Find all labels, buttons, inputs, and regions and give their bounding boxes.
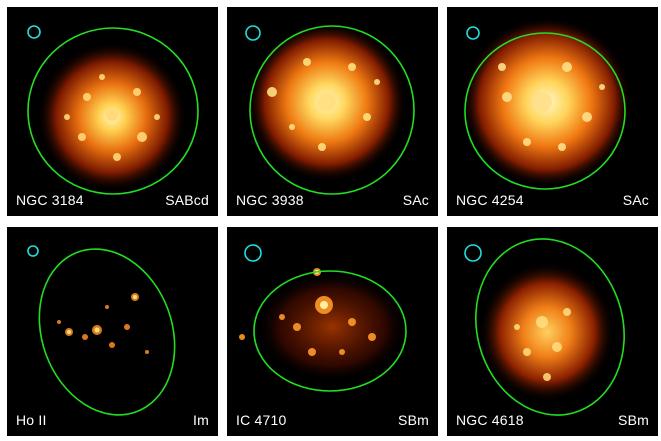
aperture-ellipse (464, 32, 626, 190)
aperture-ellipse (27, 27, 199, 195)
galaxy-panel-ngc-4618: NGC 4618 SBm (447, 227, 658, 436)
galaxy-panel-ngc-3184: NGC 3184 SABcd (7, 7, 218, 216)
beam-circle (244, 244, 262, 262)
galaxy-type: SBm (618, 412, 649, 428)
aperture-ellipse (38, 248, 176, 416)
galaxy-type: SAc (622, 192, 649, 208)
galaxy-type: SABcd (165, 192, 209, 208)
beam-circle (27, 25, 41, 39)
galaxy-panel-ho-ii: Ho II Im (7, 227, 218, 436)
galaxy-panel-ngc-3938: NGC 3938 SAc (227, 7, 438, 216)
galaxy-panel-ic-4710: IC 4710 SBm (227, 227, 438, 436)
galaxy-type: Im (193, 412, 209, 428)
galaxy-image-ic-4710 (239, 244, 407, 392)
galaxy-type: SAc (402, 192, 429, 208)
aperture-ellipse (249, 25, 415, 195)
galaxy-panel-ngc-4254: NGC 4254 SAc (447, 7, 658, 216)
galaxy-name: NGC 3184 (16, 192, 84, 208)
galaxy-name: IC 4710 (236, 412, 287, 428)
beam-circle (466, 26, 480, 40)
beam-circle (245, 25, 261, 41)
galaxy-name: NGC 3938 (236, 192, 304, 208)
galaxy-name: Ho II (16, 412, 47, 428)
aperture-ellipse (475, 238, 625, 416)
galaxy-name: NGC 4618 (456, 412, 524, 428)
aperture-ellipse (253, 270, 407, 392)
galaxy-image-ngc-3184 (27, 25, 199, 195)
galaxy-image-ngc-4254 (462, 17, 632, 190)
beam-circle (27, 245, 39, 257)
beam-circle (464, 244, 482, 262)
galaxy-name: NGC 4254 (456, 192, 524, 208)
galaxy-image-ho-ii (27, 245, 176, 416)
galaxy-image-ngc-4618 (464, 238, 625, 416)
galaxy-image-ngc-3938 (245, 22, 415, 195)
galaxy-type: SBm (398, 412, 429, 428)
